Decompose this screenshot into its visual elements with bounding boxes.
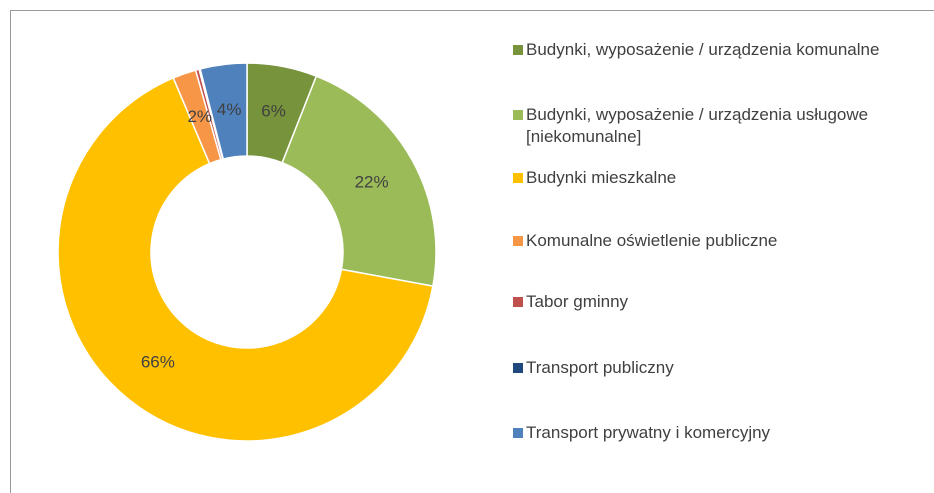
data-label: 6% xyxy=(261,101,286,120)
legend-item: Komunalne oświetlenie publiczne xyxy=(513,230,913,252)
legend-item: Budynki, wyposażenie / urządzenia komuna… xyxy=(513,39,913,61)
legend-label: Budynki, wyposażenie / urządzenia komuna… xyxy=(526,40,880,59)
data-label: 22% xyxy=(355,172,389,191)
legend-item: Transport publiczny xyxy=(513,357,913,379)
legend-item: Transport prywatny i komercyjny xyxy=(513,422,913,444)
legend-label: Komunalne oświetlenie publiczne xyxy=(526,231,778,250)
legend-swatch xyxy=(513,363,523,373)
data-label: 2% xyxy=(187,107,212,126)
legend-swatch xyxy=(513,45,523,55)
legend-item: Budynki, wyposażenie / urządzenia usługo… xyxy=(513,104,913,148)
chart-frame xyxy=(10,10,934,493)
legend-label: Tabor gminny xyxy=(526,292,629,311)
donut-segment xyxy=(57,76,434,442)
legend-item: Tabor gminny xyxy=(513,291,913,313)
legend-swatch xyxy=(513,236,523,246)
legend-label: Budynki, wyposażenie / urządzenia usługo… xyxy=(526,105,869,146)
legend-swatch xyxy=(513,173,523,183)
data-label: 4% xyxy=(217,100,242,119)
legend-label: Transport prywatny i komercyjny xyxy=(526,423,771,442)
donut-segment xyxy=(199,62,248,160)
legend-label: Transport publiczny xyxy=(526,358,674,377)
donut-segment xyxy=(281,75,437,287)
legend-label: Budynki mieszkalne xyxy=(526,168,677,187)
legend-swatch xyxy=(513,110,523,120)
legend-item: Budynki mieszkalne xyxy=(513,167,913,189)
legend-swatch xyxy=(513,428,523,438)
data-label: 66% xyxy=(141,353,175,372)
legend-swatch xyxy=(513,297,523,307)
